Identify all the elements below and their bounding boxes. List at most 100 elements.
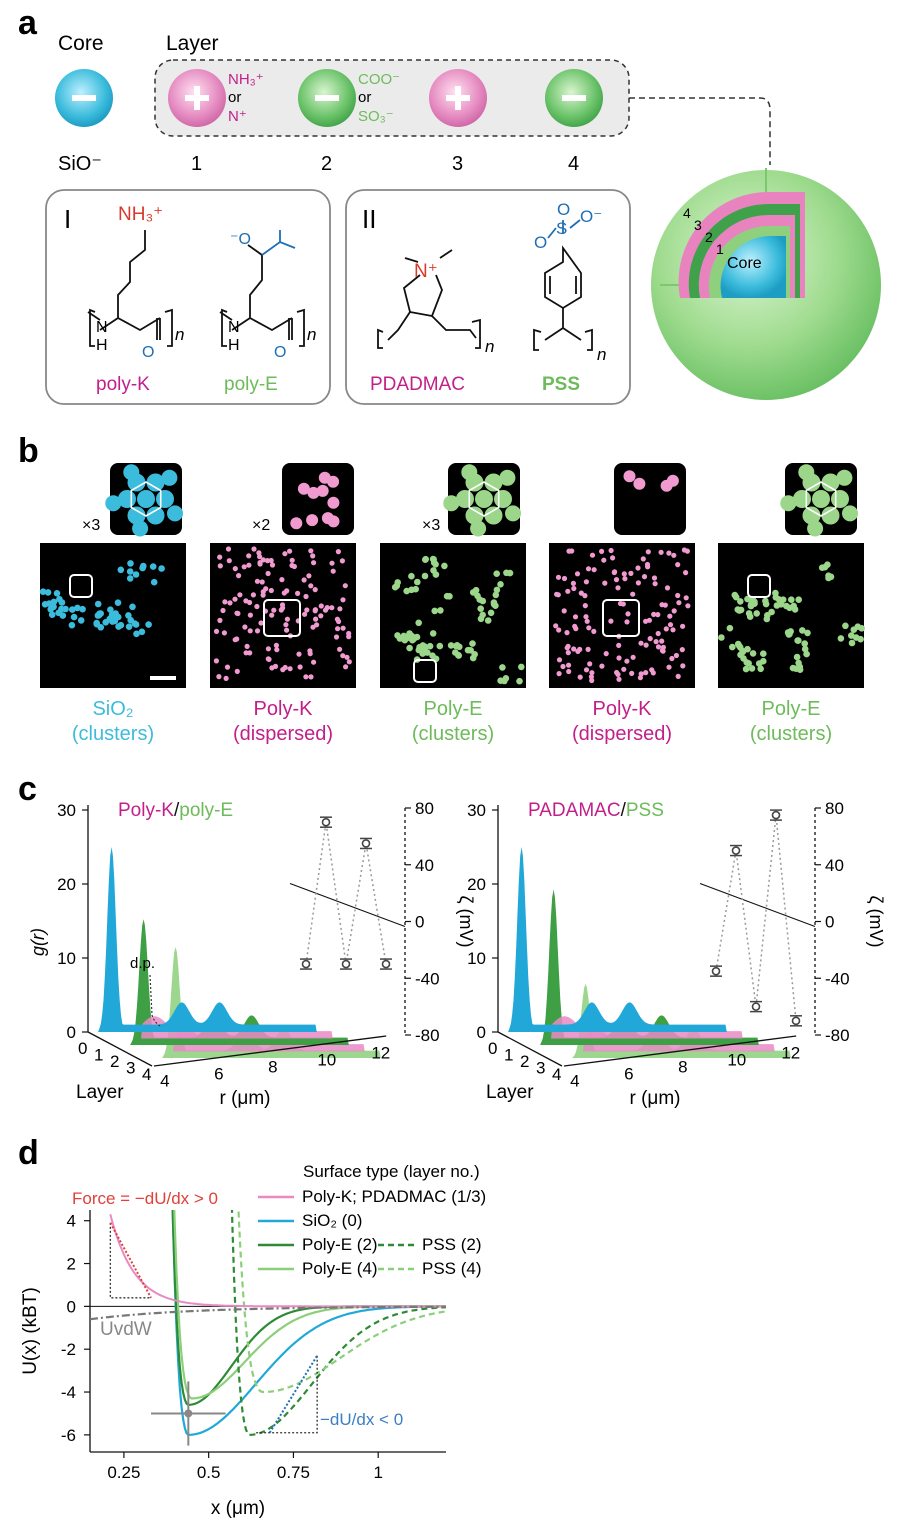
pss-sulfur: S — [556, 219, 567, 238]
zoom-box — [747, 574, 771, 598]
zeta-tick-label: -80 — [415, 1026, 440, 1045]
poly-k-N: N — [96, 319, 108, 336]
zeta-point — [770, 809, 782, 821]
dp-annotation: d.p. — [130, 955, 155, 972]
layer-tick-label: 1 — [94, 1046, 103, 1065]
caption-material: Poly-K — [254, 698, 314, 720]
zeta-point — [750, 1000, 762, 1013]
micrograph-1 — [39, 543, 186, 688]
sphere-core-label: Core — [727, 255, 762, 272]
chem-box-2 — [345, 189, 631, 405]
g-tick-label: 20 — [57, 875, 76, 894]
poly-k-name: poly-K — [96, 374, 150, 395]
poly-e-structure — [219, 230, 305, 347]
zoom-factor: ×2 — [252, 517, 270, 534]
svg-text:Poly-K; PDADMAC (1/3): Poly-K; PDADMAC (1/3) — [302, 1187, 486, 1206]
caption-state: (clusters) — [750, 723, 832, 745]
r-tick-label: 6 — [214, 1065, 223, 1084]
zoom-inset-1 — [105, 463, 183, 537]
sphere-layer-4: 4 — [683, 205, 691, 221]
svg-text:PSS (2): PSS (2) — [422, 1235, 482, 1254]
pdadmac-n: n — [485, 337, 494, 356]
vdw-label: UvdW — [100, 1319, 152, 1340]
caption-material: Poly-K — [593, 698, 653, 720]
panel-label-d: d — [18, 1134, 39, 1172]
zeta-point — [360, 837, 372, 850]
rdf-layer-0 — [500, 847, 727, 1032]
panel-a: a Core Layer SiO⁻ NH₃⁺ or N⁺ COO⁻ or SO₃… — [18, 4, 881, 405]
zeta-trace — [715, 815, 797, 1021]
svg-text:Poly-E (4): Poly-E (4) — [302, 1259, 378, 1278]
caption-state: (dispersed) — [233, 723, 333, 745]
d-y-tick-label: 0 — [67, 1297, 76, 1316]
g-tick-label: 30 — [57, 801, 76, 820]
svg-text:PSS (4): PSS (4) — [422, 1259, 482, 1278]
layer-tick-label: 3 — [126, 1059, 135, 1078]
core-sublabel: SiO⁻ — [58, 153, 102, 175]
rdf-layer-1 — [516, 1016, 743, 1039]
force-pos-label: Force = −dU/dx > 0 — [72, 1189, 218, 1208]
r-tick-label: 4 — [160, 1072, 169, 1091]
rdf-layer-0 — [90, 847, 317, 1032]
sphere-layer-1: 1 — [716, 241, 724, 257]
poly-e-carboxylate: ⁻O — [230, 231, 251, 248]
r-axis-label: r (μm) — [629, 1088, 680, 1109]
pss-structure — [533, 219, 593, 351]
panel-label-b: b — [18, 432, 39, 470]
layered-sphere — [651, 168, 881, 400]
legend-item: PSS (2) — [378, 1235, 482, 1254]
zeta-axis-label: ζ (mV) — [456, 896, 476, 948]
svg-text:SiO₂ (0): SiO₂ (0) — [302, 1211, 362, 1230]
zoom-inset-5 — [780, 463, 858, 537]
layer-tick-label: 2 — [110, 1052, 119, 1071]
layer-tick-label: 3 — [536, 1059, 545, 1078]
pdadmac-structure — [377, 249, 481, 349]
rdf-layer-1 — [106, 1016, 333, 1039]
legend-item: Poly-E (4) — [258, 1259, 378, 1278]
pos-group2: N⁺ — [228, 108, 247, 125]
r-tick-label: 12 — [781, 1044, 800, 1063]
panel-b: b ×3 SiO₂ (clusters) ×2 Poly-K (dispersed) ×3 P… — [18, 432, 865, 745]
g-tick-label: 10 — [467, 949, 486, 968]
connector-line — [629, 97, 771, 165]
r-tick-label: 8 — [678, 1058, 687, 1077]
layer1-ball — [168, 69, 226, 127]
chem-box-2-label: II — [362, 204, 376, 234]
sphere-layer-2: 2 — [705, 229, 713, 245]
r-axis — [153, 1035, 387, 1067]
layer-tick-label: 1 — [504, 1046, 513, 1065]
poly-k-O: O — [142, 344, 154, 361]
r-tick-label: 12 — [371, 1044, 390, 1063]
layer-axis-label: Layer — [486, 1082, 534, 1103]
neg-group2: SO₃⁻ — [358, 108, 394, 125]
zeta-axis-label: ζ (mV) — [866, 896, 886, 948]
pss-oxide: O⁻ — [580, 207, 602, 226]
zoom-inset-4 — [614, 463, 686, 535]
poly-e-O: O — [274, 344, 286, 361]
d-x-tick-label: 0.75 — [277, 1463, 310, 1482]
pss-name: PSS — [542, 374, 580, 395]
zeta-point — [380, 958, 392, 970]
zoom-factor: ×3 — [82, 517, 100, 534]
micrograph-4 — [549, 543, 695, 688]
zeta-tick-label: -80 — [825, 1026, 850, 1045]
layer-axis — [497, 1031, 563, 1067]
layer-number-4: 4 — [568, 153, 579, 175]
g-tick-label: 0 — [477, 1023, 486, 1042]
particle-field — [718, 561, 865, 673]
layer-tick-label: 2 — [520, 1052, 529, 1071]
pss-oxygen-top: O — [557, 200, 570, 219]
pdadmac-nitrogen: N⁺ — [414, 261, 438, 282]
legend-item: SiO₂ (0) — [258, 1211, 362, 1230]
micrograph-3 — [380, 543, 526, 688]
zeta-tick-label: 40 — [415, 856, 434, 875]
zoom-box — [263, 599, 301, 637]
zeta-zero-plane — [699, 882, 816, 928]
force-pos-slope — [109, 1222, 152, 1299]
r-axis — [563, 1035, 797, 1067]
force-neg-slope — [268, 1355, 319, 1434]
layer3-ball — [429, 69, 487, 127]
core-heading: Core — [58, 32, 104, 55]
particle-field — [39, 560, 165, 638]
